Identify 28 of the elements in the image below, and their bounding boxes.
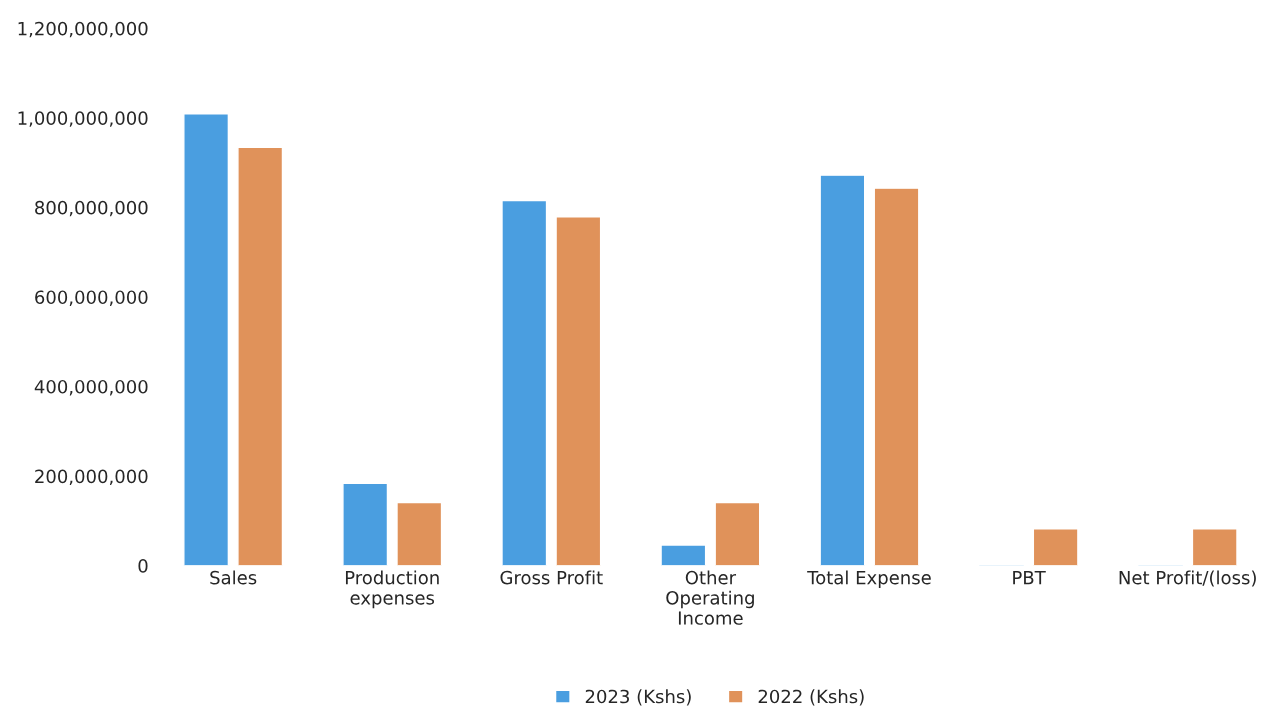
bar bbox=[237, 146, 284, 566]
bar bbox=[396, 501, 443, 566]
x-tick-label: Total Expense bbox=[807, 570, 931, 588]
y-tick-label: 1,000,000,000 bbox=[18, 111, 148, 127]
bar bbox=[819, 174, 866, 566]
y-tick-label: 0 bbox=[138, 559, 148, 573]
bar bbox=[183, 113, 230, 566]
bar bbox=[342, 482, 389, 566]
y-tick-label: 200,000,000 bbox=[35, 469, 148, 486]
bar bbox=[1032, 528, 1079, 566]
bar bbox=[1191, 528, 1238, 566]
x-tick-label: Gross Profit bbox=[500, 570, 603, 585]
y-tick-label: 1,200,000,000 bbox=[18, 21, 148, 38]
x-tick-label: PBT bbox=[1013, 571, 1046, 585]
legend-label: 2023 (Kshs) bbox=[585, 689, 691, 706]
x-tick-label: Production expenses bbox=[345, 570, 439, 609]
bar bbox=[873, 187, 920, 566]
bar bbox=[660, 544, 707, 566]
bar bbox=[714, 501, 761, 566]
x-tick-label: Net Profit/(loss) bbox=[1119, 570, 1256, 587]
y-tick-label: 400,000,000 bbox=[34, 379, 148, 396]
y-tick-label: 600,000,000 bbox=[35, 290, 148, 306]
legend-label: 2022 (Kshs) bbox=[758, 689, 864, 706]
bar bbox=[501, 199, 548, 566]
y-tick-label: 800,000,000 bbox=[35, 200, 148, 217]
x-tick-label: Other Operating Income bbox=[666, 570, 754, 625]
x-tick-label: Sales bbox=[210, 570, 257, 585]
bar bbox=[555, 216, 602, 566]
